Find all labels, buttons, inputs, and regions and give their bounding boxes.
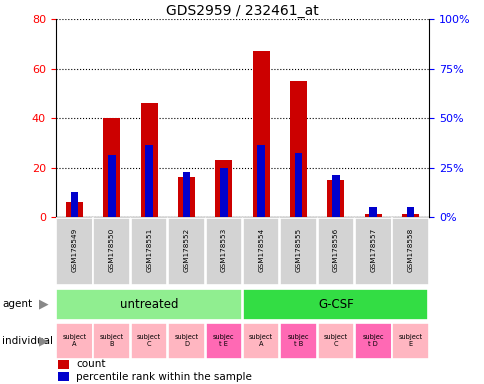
Bar [332, 175, 339, 217]
Text: untreated: untreated [120, 298, 178, 311]
Text: subject
A: subject A [249, 334, 272, 347]
Text: GSM178555: GSM178555 [295, 228, 301, 272]
Text: GSM178550: GSM178550 [108, 228, 115, 272]
Bar [280, 323, 316, 359]
Bar [369, 207, 376, 217]
Bar [140, 103, 157, 217]
Text: agent: agent [2, 299, 32, 310]
Bar [406, 207, 413, 217]
Bar [103, 118, 120, 217]
Text: individual: individual [2, 336, 53, 346]
Bar [242, 323, 279, 359]
Text: subject
E: subject E [398, 334, 422, 347]
Bar [205, 323, 242, 359]
Text: GSM178549: GSM178549 [71, 228, 77, 272]
Bar [131, 218, 167, 285]
Bar [168, 323, 204, 359]
Bar [131, 323, 167, 359]
Text: subjec
t D: subjec t D [362, 334, 383, 347]
Bar [392, 218, 428, 285]
Bar [280, 218, 316, 285]
Bar [93, 218, 130, 285]
Bar [56, 289, 241, 320]
Text: GSM178554: GSM178554 [257, 228, 264, 272]
Text: subject
A: subject A [62, 334, 86, 347]
Text: GSM178556: GSM178556 [332, 228, 338, 272]
Bar [401, 215, 418, 217]
Text: GSM178551: GSM178551 [146, 228, 152, 272]
Text: ▶: ▶ [39, 334, 48, 347]
Text: subject
B: subject B [100, 334, 123, 347]
Bar [242, 218, 279, 285]
Bar [93, 323, 130, 359]
Bar [392, 323, 428, 359]
Bar [317, 218, 353, 285]
Bar [58, 360, 69, 369]
Text: subject
D: subject D [174, 334, 198, 347]
Bar [327, 180, 344, 217]
Bar [354, 218, 391, 285]
Bar [257, 145, 264, 217]
Bar [182, 172, 190, 217]
Text: G-CSF: G-CSF [318, 298, 353, 311]
Bar [58, 372, 69, 381]
Text: ▶: ▶ [39, 298, 48, 311]
Title: GDS2959 / 232461_at: GDS2959 / 232461_at [166, 4, 318, 18]
Text: subject
C: subject C [323, 334, 347, 347]
Bar [289, 81, 306, 217]
Text: subject
C: subject C [137, 334, 161, 347]
Bar [71, 192, 78, 217]
Text: GSM178557: GSM178557 [369, 228, 376, 272]
Bar [178, 177, 195, 217]
Text: GSM178558: GSM178558 [407, 228, 413, 272]
Text: subjec
t E: subjec t E [212, 334, 234, 347]
Bar [205, 218, 242, 285]
Bar [66, 202, 83, 217]
Bar [215, 160, 232, 217]
Bar [145, 145, 152, 217]
Text: count: count [76, 359, 106, 369]
Bar [168, 218, 204, 285]
Bar [364, 215, 381, 217]
Bar [242, 289, 427, 320]
Text: subjec
t B: subjec t B [287, 334, 309, 347]
Bar [220, 167, 227, 217]
Bar [108, 155, 115, 217]
Bar [294, 153, 302, 217]
Bar [252, 51, 269, 217]
Bar [354, 323, 391, 359]
Text: percentile rank within the sample: percentile rank within the sample [76, 372, 252, 382]
Text: GSM178552: GSM178552 [183, 228, 189, 272]
Bar [317, 323, 353, 359]
Bar [56, 323, 92, 359]
Text: GSM178553: GSM178553 [220, 228, 227, 272]
Bar [56, 218, 92, 285]
